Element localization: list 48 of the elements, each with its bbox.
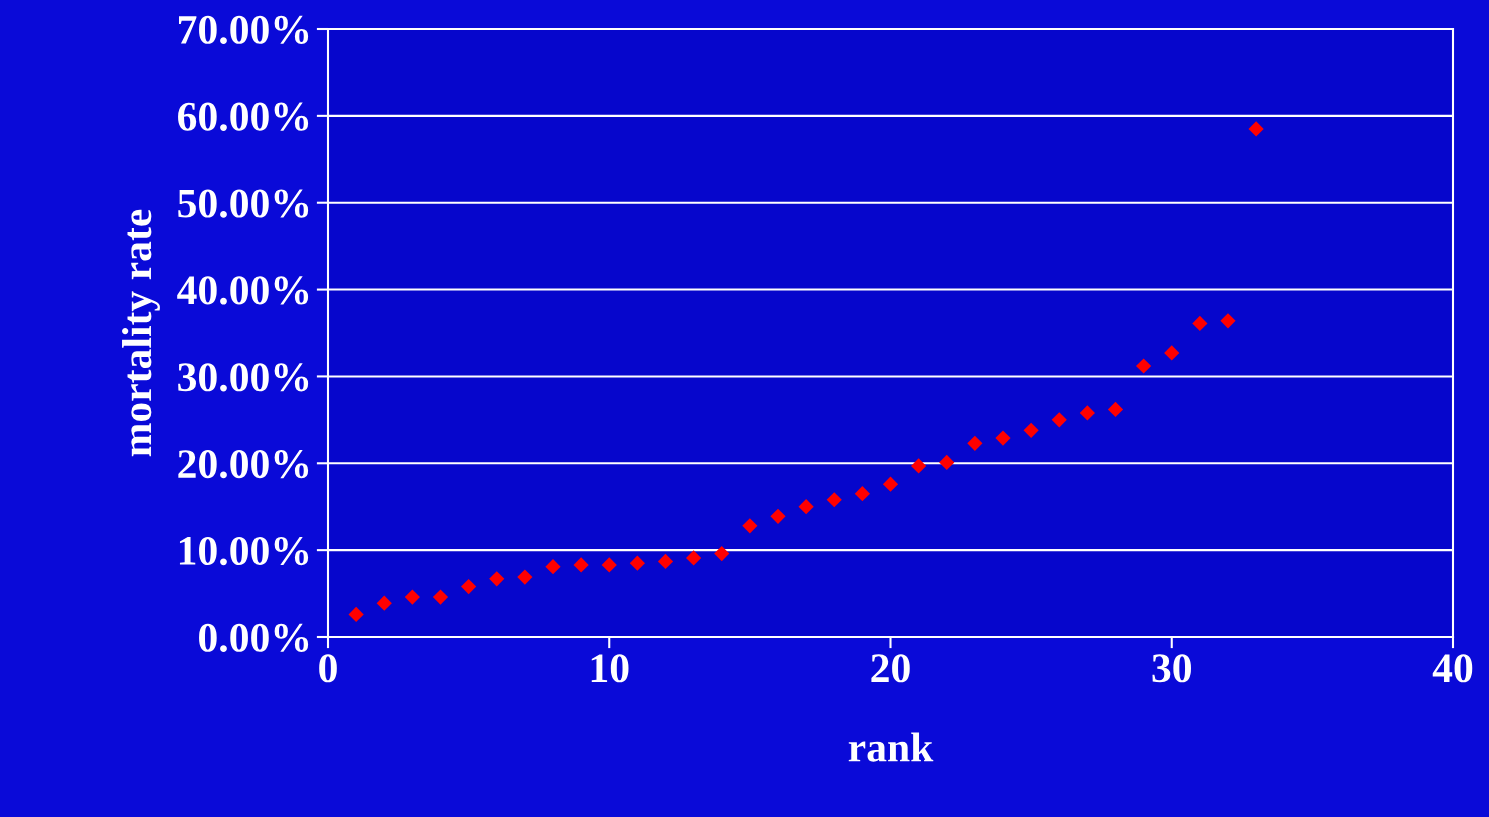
point <box>657 553 674 570</box>
point <box>882 476 899 492</box>
point <box>742 518 758 534</box>
point <box>348 606 364 623</box>
point <box>939 454 955 471</box>
x-tick-label: 40 <box>1432 654 1473 683</box>
x-tick-label: 30 <box>1152 654 1191 683</box>
point <box>1051 412 1067 428</box>
point <box>489 571 505 587</box>
point <box>770 508 786 524</box>
y-tick-label: 70.00% <box>178 15 309 45</box>
x-tick-label: 0 <box>319 654 337 683</box>
point <box>714 546 730 562</box>
point <box>461 579 477 595</box>
point <box>1136 358 1152 374</box>
point <box>1248 121 1264 137</box>
point <box>601 557 617 573</box>
point <box>854 486 870 502</box>
point <box>686 550 702 566</box>
point <box>911 458 927 474</box>
x-tick-label: 10 <box>591 654 629 683</box>
point <box>1079 405 1095 421</box>
point <box>629 555 645 571</box>
point <box>432 589 449 605</box>
x-axis-title: rank <box>848 732 934 762</box>
point <box>995 430 1011 446</box>
point <box>1164 345 1180 361</box>
y-tick-label: 60.00% <box>178 102 309 131</box>
y-tick-label: 10.00% <box>179 536 309 566</box>
point <box>826 492 842 508</box>
point <box>545 559 561 575</box>
y-tick-label: 30.00% <box>178 363 309 392</box>
y-tick-label: 0.00% <box>199 623 309 653</box>
x-tick-label: 20 <box>871 654 910 683</box>
point <box>967 435 983 451</box>
point <box>404 589 420 605</box>
y-axis-title: mortality rate <box>122 209 160 457</box>
y-tick-label: 20.00% <box>178 450 309 479</box>
point <box>573 557 589 573</box>
y-tick-label: 40.00% <box>177 276 309 305</box>
point <box>1023 422 1039 438</box>
point <box>1192 315 1208 332</box>
point <box>1220 313 1236 329</box>
point <box>1107 401 1124 418</box>
point <box>798 499 814 515</box>
y-tick-label: 50.00% <box>178 189 309 218</box>
point <box>517 569 533 585</box>
point <box>376 595 392 611</box>
